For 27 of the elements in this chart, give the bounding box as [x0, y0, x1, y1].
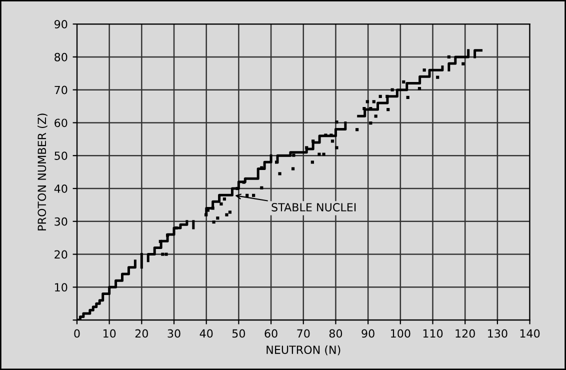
x-tick-label: 30 [168, 329, 180, 338]
y-tick-label: 80 [54, 52, 68, 62]
x-tick-label: 10 [103, 329, 116, 338]
x-tick-label: 0 [74, 329, 80, 338]
y-axis-title: PROTON NUMBER (Z) [38, 114, 48, 230]
x-tick-label: 70 [297, 329, 310, 338]
x-tick-label: 80 [329, 329, 342, 338]
y-tick-label: 10 [55, 283, 68, 292]
y-tick-label: 60 [54, 118, 68, 128]
y-tick-label: 20 [54, 250, 68, 259]
x-axis-title: NEUTRON (N) [266, 345, 340, 356]
x-tick-label: 20 [135, 329, 148, 338]
y-tick-label: 30 [54, 217, 68, 226]
y-tick-label: 90 [54, 20, 68, 28]
x-tick-label: 90 [362, 329, 374, 338]
x-tick-label: 130 [488, 329, 508, 338]
y-tick-label: 40 [54, 184, 68, 193]
y-tick-label: 70 [54, 86, 68, 94]
annotation: STABLE NUCLEI [272, 203, 356, 212]
y-tick-label: 50 [54, 152, 68, 160]
x-tick-label: 140 [520, 329, 540, 338]
x-tick-label: 100 [391, 329, 410, 338]
x-tick-label: 40 [200, 329, 213, 338]
x-tick-label: 60 [264, 329, 278, 338]
x-tick-label: 50 [232, 329, 246, 338]
x-tick-label: 110 [423, 329, 443, 338]
x-tick-label: 120 [456, 329, 475, 338]
